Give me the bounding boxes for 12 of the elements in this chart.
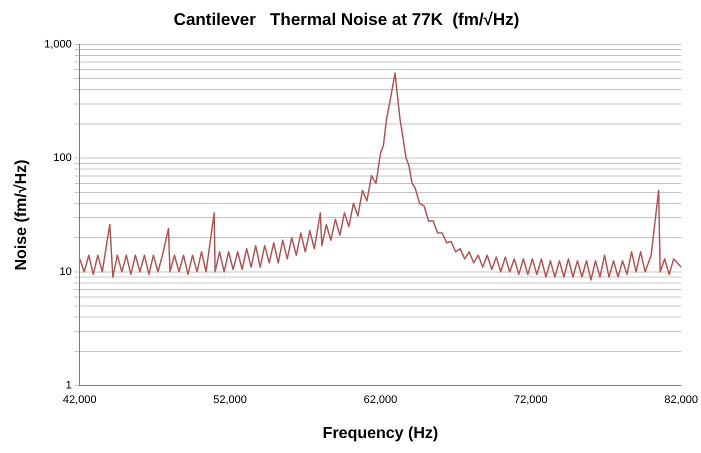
chart-title: Cantilever Thermal Noise at 77K (fm/√Hz) (174, 10, 520, 29)
x-tick-label: 72,000 (514, 394, 548, 406)
y-tick-label: 1 (66, 380, 72, 392)
x-tick-label: 82,000 (664, 394, 698, 406)
y-tick-label: 10 (59, 266, 72, 278)
x-axis-title: Frequency (Hz) (322, 424, 438, 442)
x-tick-label: 52,000 (213, 394, 247, 406)
x-tick-label: 62,000 (364, 394, 398, 406)
y-axis-title: Noise (fm/√Hz) (13, 159, 30, 271)
y-tick-label: 1,000 (44, 38, 72, 50)
x-tick-label: 42,000 (62, 394, 97, 406)
y-tick-label: 100 (53, 152, 72, 164)
